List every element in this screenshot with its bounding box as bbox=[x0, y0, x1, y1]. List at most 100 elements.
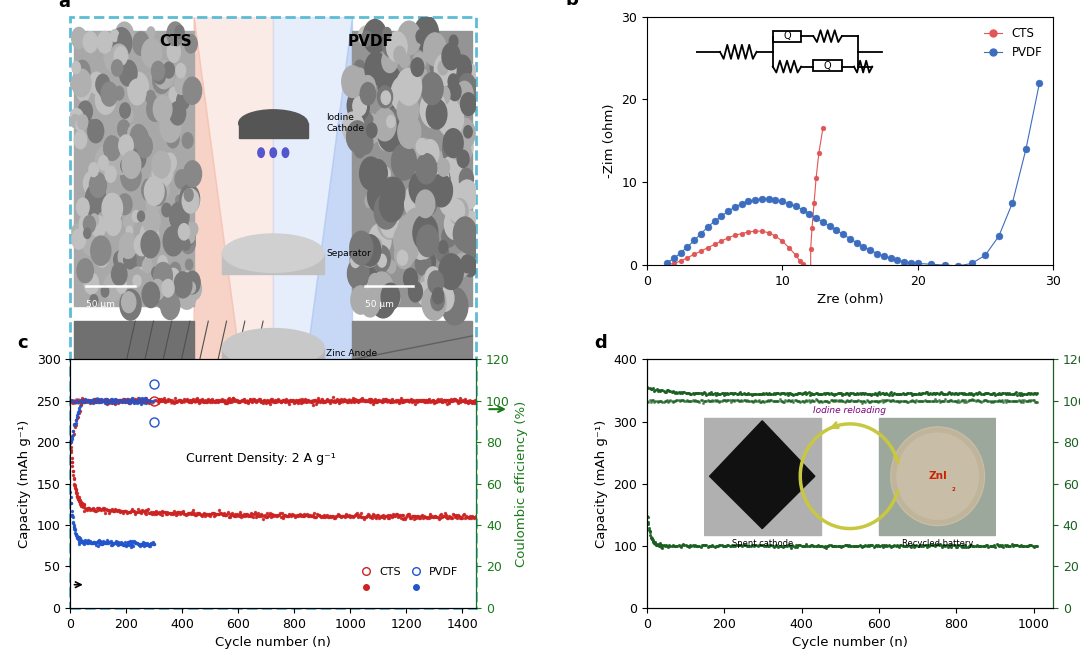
Point bbox=[831, 388, 848, 399]
Point bbox=[646, 385, 663, 396]
Point bbox=[299, 396, 316, 407]
Point bbox=[764, 540, 781, 551]
Point bbox=[157, 506, 174, 517]
Point bbox=[109, 537, 126, 548]
Point bbox=[347, 395, 364, 406]
Point bbox=[467, 395, 484, 406]
Point bbox=[1020, 540, 1037, 551]
Point bbox=[330, 510, 348, 520]
Point bbox=[997, 389, 1014, 399]
Point bbox=[244, 396, 261, 407]
Point bbox=[754, 389, 771, 399]
Point bbox=[794, 395, 811, 406]
Point bbox=[1017, 395, 1035, 406]
Circle shape bbox=[411, 58, 423, 76]
Point bbox=[931, 387, 948, 398]
Point bbox=[648, 384, 665, 395]
Point bbox=[774, 396, 792, 407]
Point bbox=[336, 394, 353, 405]
Point bbox=[309, 395, 326, 406]
Point bbox=[715, 540, 732, 551]
Point bbox=[995, 541, 1012, 552]
Point bbox=[651, 540, 669, 550]
Point bbox=[267, 510, 284, 520]
Point bbox=[849, 540, 866, 551]
Point bbox=[664, 396, 681, 407]
Point bbox=[744, 396, 761, 407]
Point bbox=[821, 396, 838, 407]
Point bbox=[899, 541, 916, 552]
Circle shape bbox=[102, 286, 109, 297]
Point bbox=[975, 388, 993, 399]
Point bbox=[427, 395, 444, 406]
Point bbox=[241, 395, 258, 406]
Circle shape bbox=[381, 210, 401, 238]
Circle shape bbox=[146, 90, 156, 104]
Point bbox=[448, 512, 465, 523]
Point bbox=[187, 395, 204, 405]
Point bbox=[726, 387, 743, 398]
Point bbox=[649, 540, 666, 550]
Point bbox=[718, 540, 735, 550]
Point bbox=[274, 510, 292, 521]
Point bbox=[649, 540, 666, 550]
X-axis label: Cycle number (n): Cycle number (n) bbox=[215, 636, 332, 649]
Point bbox=[379, 396, 396, 407]
Point bbox=[715, 395, 732, 406]
Point bbox=[111, 538, 129, 549]
Point bbox=[313, 510, 330, 521]
Point bbox=[1011, 540, 1028, 551]
Point bbox=[75, 501, 92, 512]
Point bbox=[417, 397, 434, 407]
Point bbox=[262, 508, 280, 519]
Point bbox=[947, 388, 964, 399]
Point bbox=[68, 532, 85, 542]
Point bbox=[829, 541, 847, 552]
Point bbox=[666, 540, 684, 551]
Point bbox=[251, 393, 268, 404]
Point bbox=[90, 395, 107, 406]
Point bbox=[129, 398, 146, 409]
Point bbox=[801, 396, 819, 407]
Point bbox=[380, 395, 397, 405]
Circle shape bbox=[354, 124, 364, 140]
Point bbox=[183, 396, 200, 407]
Point bbox=[190, 397, 207, 408]
Point bbox=[450, 510, 468, 521]
Point bbox=[468, 510, 485, 521]
Point bbox=[867, 540, 885, 550]
Point bbox=[337, 395, 354, 405]
Point bbox=[933, 541, 950, 552]
Circle shape bbox=[151, 61, 164, 80]
Point bbox=[456, 396, 473, 407]
Point bbox=[67, 397, 84, 407]
Point bbox=[901, 396, 918, 407]
Point bbox=[98, 395, 116, 406]
Point bbox=[76, 500, 93, 510]
Point bbox=[872, 540, 889, 551]
Point bbox=[698, 389, 715, 400]
Point bbox=[732, 389, 750, 399]
Point bbox=[138, 395, 156, 406]
Point bbox=[854, 540, 872, 551]
Point bbox=[66, 420, 83, 431]
Point bbox=[707, 389, 725, 400]
Point bbox=[246, 396, 264, 407]
Point bbox=[901, 540, 918, 551]
Point bbox=[374, 397, 391, 407]
Point bbox=[64, 395, 81, 406]
Point bbox=[119, 540, 136, 550]
Point bbox=[118, 397, 135, 407]
Point bbox=[318, 511, 335, 522]
Circle shape bbox=[347, 128, 360, 146]
Point bbox=[360, 395, 377, 405]
Point bbox=[879, 395, 896, 405]
Point bbox=[692, 387, 710, 398]
Point bbox=[72, 394, 90, 405]
Point bbox=[863, 390, 880, 401]
Point bbox=[224, 508, 241, 518]
Point bbox=[116, 536, 133, 547]
Point bbox=[399, 509, 416, 520]
Point bbox=[838, 388, 855, 399]
Point bbox=[340, 394, 357, 405]
